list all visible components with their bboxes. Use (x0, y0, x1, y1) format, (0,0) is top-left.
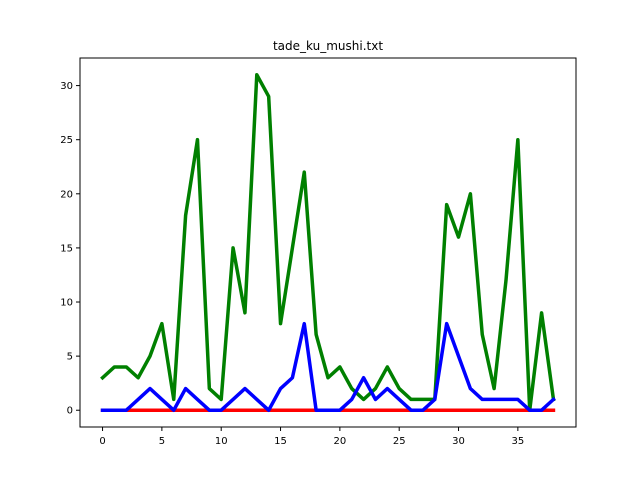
x-tick-label: 35 (511, 436, 524, 447)
x-tick-label: 0 (99, 436, 105, 447)
x-tick-label: 5 (159, 436, 165, 447)
x-tick-label: 20 (333, 436, 346, 447)
y-tick-label: 10 (60, 298, 73, 309)
series-layer (100, 73, 556, 412)
y-tick-label: 25 (60, 135, 73, 146)
y-tick-label: 5 (67, 352, 73, 363)
y-tick-label: 20 (60, 189, 73, 200)
x-tick-label: 10 (215, 436, 228, 447)
y-axis: 0 5 10 15 20 25 30 (60, 81, 80, 417)
x-axis: 0 5 10 15 20 25 30 35 (99, 427, 524, 447)
plot-area (79, 57, 577, 428)
x-tick-label: 25 (393, 436, 406, 447)
y-tick-label: 0 (67, 406, 73, 417)
chart-title: tade_ku_mushi.txt (273, 39, 383, 53)
y-tick-label: 15 (60, 243, 73, 254)
plot-frame (79, 57, 577, 428)
series-line-3 (100, 321, 556, 412)
x-tick-label: 15 (274, 436, 287, 447)
series-line-2 (100, 73, 556, 412)
x-tick-label: 30 (452, 436, 465, 447)
y-tick-label: 30 (60, 81, 73, 92)
